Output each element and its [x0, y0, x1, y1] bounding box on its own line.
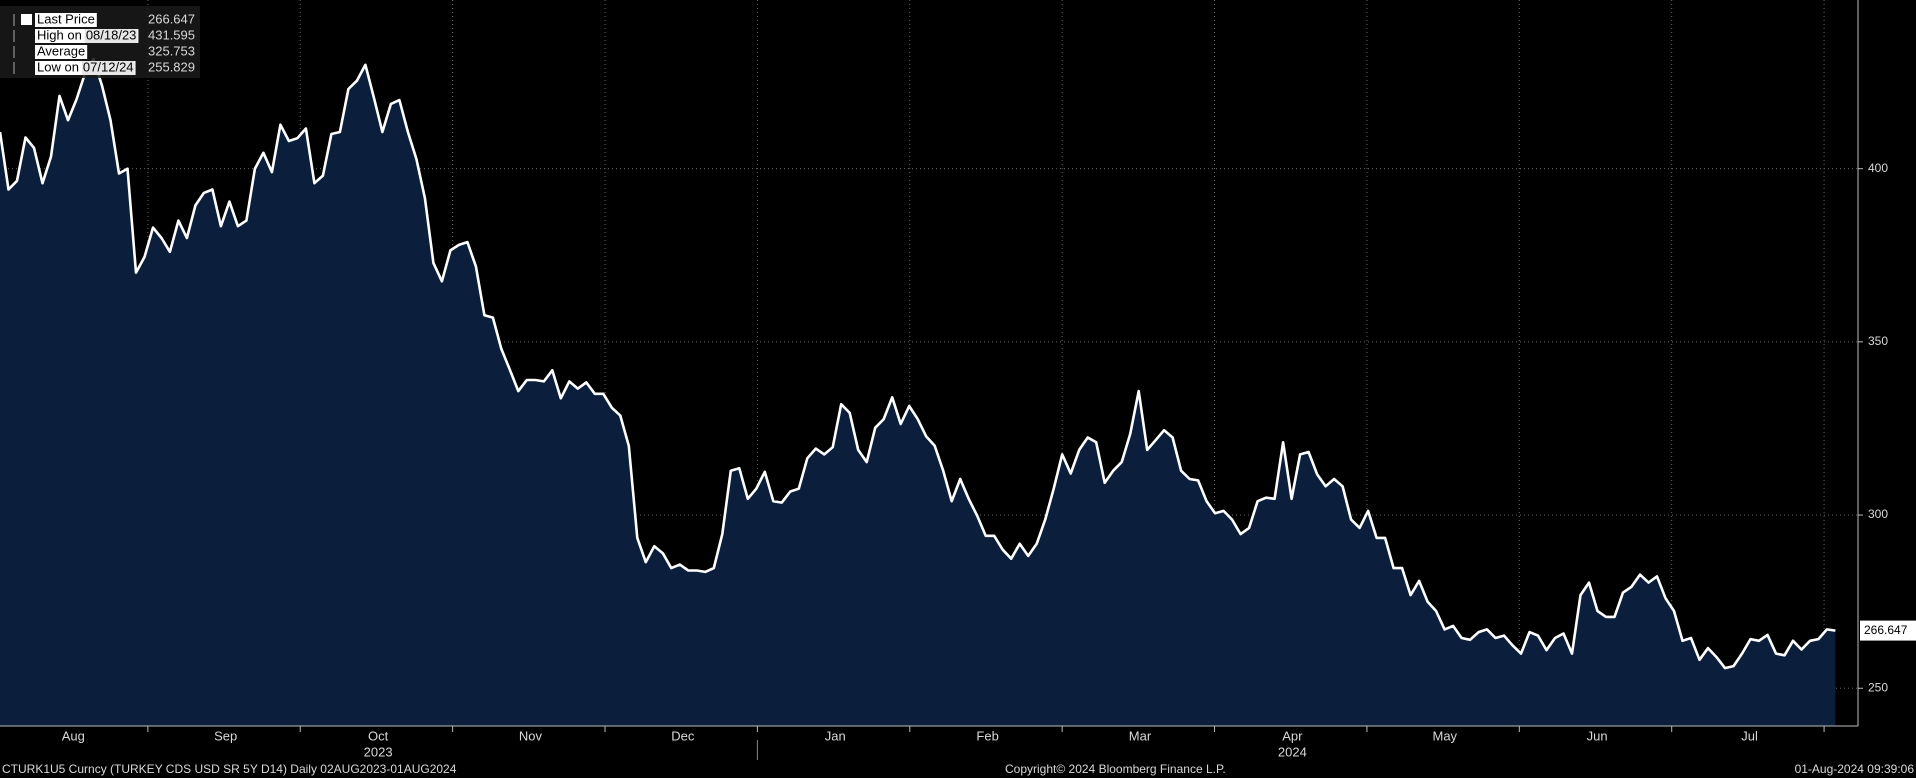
legend-label: Average	[37, 43, 85, 58]
x-tick-label: Oct	[368, 728, 389, 743]
footer-timestamp: 01-Aug-2024 09:39:06	[1795, 762, 1915, 776]
x-tick-label: Jan	[825, 728, 846, 743]
y-tick-label: 400	[1868, 161, 1888, 175]
legend-value: 325.753	[148, 43, 195, 58]
x-tick-label: Jul	[1741, 728, 1758, 743]
footer-security: CTURK1U5 Curncy (TURKEY CDS USD SR 5Y D1…	[2, 762, 457, 776]
legend-label: Low on	[37, 59, 79, 74]
legend-date: 08/18/23	[86, 27, 137, 42]
legend-value: 431.595	[148, 27, 195, 42]
legend-label-bg	[35, 13, 97, 27]
footer-copyright: Copyright© 2024 Bloomberg Finance L.P.	[1005, 762, 1226, 776]
legend: Last Price 266.647 High on 08/18/23 431.595 A…	[0, 6, 200, 78]
x-tick-label: May	[1432, 728, 1457, 743]
x-tick-label: Jun	[1587, 728, 1608, 743]
year-label: 2023	[364, 744, 393, 759]
plot	[0, 57, 1836, 726]
legend-value: 255.829	[148, 59, 195, 74]
legend-date-bg	[81, 61, 135, 75]
line	[0, 57, 1836, 670]
x-tick-label: Aug	[62, 728, 85, 743]
legend-label-bg	[35, 45, 88, 59]
y-tick-label: 300	[1868, 507, 1888, 521]
legend-label: High on	[37, 27, 82, 42]
y-tick-label: 250	[1868, 680, 1888, 694]
last-price-tag	[1860, 620, 1916, 641]
legend-date: 07/12/24	[83, 59, 134, 74]
x-tick-label: Mar	[1129, 728, 1152, 743]
area	[0, 59, 1836, 726]
last-price-label: 266.647	[1864, 623, 1908, 637]
x-tick-label: Nov	[519, 728, 543, 743]
year-label: 2024	[1278, 744, 1307, 759]
legend-date-bg	[84, 29, 138, 43]
x-tick-label: Dec	[671, 728, 695, 743]
legend-value: 266.647	[148, 11, 195, 26]
axes: 250 300 350 400 Aug Sep Oct Nov Dec Jan Feb Mar Apr M…	[62, 161, 1916, 760]
x-tick-label: Apr	[1282, 728, 1303, 743]
legend-swatch	[21, 14, 32, 25]
y-tick-label: 350	[1868, 334, 1888, 348]
x-tick-label: Sep	[214, 728, 237, 743]
legend-label: Last Price	[37, 11, 95, 26]
x-tick-label: Feb	[976, 728, 998, 743]
